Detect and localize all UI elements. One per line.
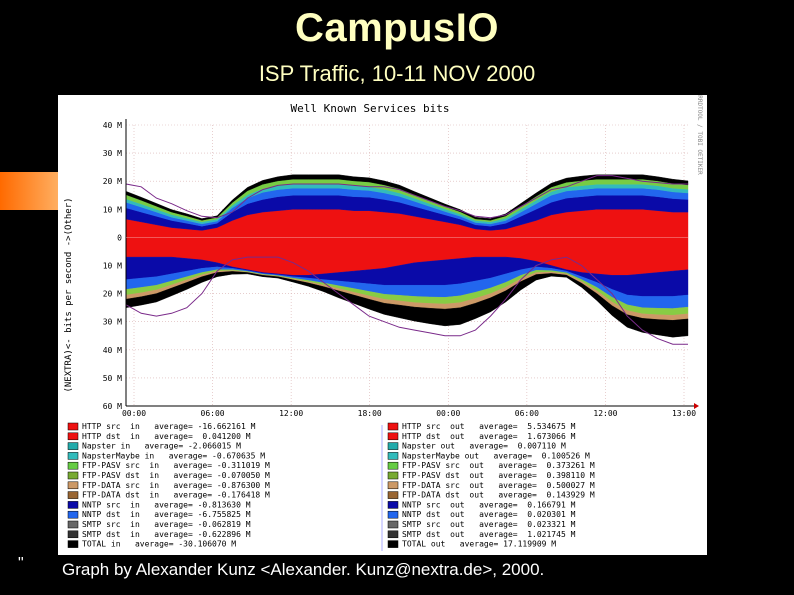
in-legend-swatch <box>67 461 79 470</box>
out-legend-swatch <box>387 501 399 509</box>
rrdtool-credit: RRDTOOL / TOBI OETIKER <box>696 95 703 175</box>
in-legend-label: NNTP src in average= -0.813630 M <box>82 500 251 509</box>
out-legend-swatch <box>387 452 399 460</box>
bullet-mark: " <box>18 555 24 572</box>
out-legend-swatch <box>387 530 399 539</box>
in-legend-label: NNTP dst in average= -6.755825 M <box>82 510 251 519</box>
in-legend-swatch <box>67 510 79 519</box>
out-legend-swatch <box>387 432 399 441</box>
out-legend-swatch <box>387 510 399 519</box>
in-legend-label: Napster in average= -2.066015 M <box>82 442 241 451</box>
out-legend-label: TOTAL out average= 17.119909 M <box>402 540 556 549</box>
y-tick-label: 10 M <box>103 205 122 214</box>
out-legend-swatch <box>387 491 399 499</box>
chart-axes: 40 M 30 M 20 M 10 M 0 10 M 20 M 30 M 40 M 50 M 60 … <box>103 119 699 418</box>
y-tick-label: 50 M <box>103 374 122 383</box>
in-legend-label: NapsterMaybe in average= -0.670635 M <box>82 451 265 460</box>
y-tick-label: 30 M <box>103 318 122 327</box>
out-legend-label: SMTP dst out average= 1.021745 M <box>402 530 576 539</box>
in-legend-label: HTTP src in average= -16.662161 M <box>82 422 256 431</box>
in-legend-swatch <box>67 432 79 441</box>
in-legend-swatch <box>67 501 79 509</box>
in-legend-swatch <box>67 442 79 450</box>
in-area-peak-in <box>125 271 689 338</box>
out-legend-label: SMTP src out average= 0.023321 M <box>402 520 576 529</box>
out-legend-swatch <box>387 461 399 470</box>
out-legend-swatch <box>387 481 399 490</box>
y-tick-label: 20 M <box>103 290 122 299</box>
in-legend-swatch <box>67 452 79 460</box>
in-legend-label: FTP-DATA dst in average= -0.176418 M <box>82 491 270 500</box>
y-tick-label: 0 <box>117 233 122 242</box>
out-legend-swatch <box>387 540 399 548</box>
out-legend-label: Napster out average= 0.007110 M <box>402 442 566 451</box>
out-legend-label: NNTP dst out average= 0.020301 M <box>402 510 576 519</box>
in-legend-swatch <box>67 520 79 529</box>
max-line-out <box>125 175 688 219</box>
x-axis-arrow <box>694 403 699 409</box>
out-legend-label: HTTP dst out average= 1.673066 M <box>402 432 576 441</box>
in-legend-label: HTTP dst in average= 0.041200 M <box>82 432 251 441</box>
y-tick-label: 30 M <box>103 149 122 158</box>
in-legend-swatch <box>67 481 79 490</box>
out-area-peak <box>125 174 689 221</box>
out-legend-label: FTP-PASV dst out average= 0.398110 M <box>402 471 595 480</box>
out-legend-label: FTP-DATA dst out average= 0.143929 M <box>402 491 595 500</box>
y-tick-label: 60 M <box>103 402 122 411</box>
chart-max-lines <box>125 175 688 345</box>
chart-panel: 40 M 30 M 20 M 10 M 0 10 M 20 M 30 M 40 M 50 M 60 … <box>58 95 707 555</box>
x-tick-label: 00:00 <box>436 409 460 418</box>
out-legend-swatch <box>387 442 399 450</box>
x-tick-label: 06:00 <box>515 409 539 418</box>
page-subtitle: ISP Traffic, 10-11 NOV 2000 <box>258 61 536 86</box>
in-legend-label: FTP-PASV dst in average= -0.070050 M <box>82 471 270 480</box>
out-legend-swatch <box>387 520 399 529</box>
in-legend-label: TOTAL in average= -30.106070 M <box>82 540 236 549</box>
out-legend-label: FTP-DATA src out average= 0.500027 M <box>402 481 595 490</box>
in-legend-swatch <box>67 422 79 431</box>
x-tick-label: 13:00 <box>672 409 696 418</box>
out-legend-label: NNTP src out average= 0.166791 M <box>402 500 576 509</box>
graph-credit-caption: Graph by Alexander Kunz <Alexander. Kunz… <box>62 560 545 579</box>
x-tick-label: 12:00 <box>279 409 303 418</box>
x-tick-label: 12:00 <box>593 409 617 418</box>
out-legend-swatch <box>387 471 399 480</box>
y-tick-label: 10 M <box>103 262 122 271</box>
in-legend-label: SMTP dst in average= -0.622896 M <box>82 530 251 539</box>
in-legend-swatch <box>67 491 79 499</box>
x-tick-label: 00:00 <box>122 409 146 418</box>
in-legend-swatch <box>67 471 79 480</box>
chart-areas <box>125 174 689 338</box>
out-legend-swatch <box>387 422 399 431</box>
orange-accent-bar <box>0 172 58 210</box>
in-legend-swatch <box>67 530 79 539</box>
in-legend-label: FTP-PASV src in average= -0.311019 M <box>82 461 270 470</box>
in-legend-label: FTP-DATA src in average= -0.876300 M <box>82 481 270 490</box>
traffic-chart: 40 M 30 M 20 M 10 M 0 10 M 20 M 30 M 40 M 50 M 60 … <box>58 95 707 555</box>
y-tick-label: 40 M <box>103 121 122 130</box>
out-legend-label: HTTP src out average= 5.534675 M <box>402 422 576 431</box>
y-axis-label: (NEXTRA)<- bits per second ->(Other) <box>64 197 74 392</box>
page-title: CampusIO <box>294 6 500 50</box>
x-tick-label: 06:00 <box>201 409 225 418</box>
max-line-in <box>125 256 688 345</box>
chart-title: Well Known Services bits <box>291 102 450 115</box>
x-tick-label: 18:00 <box>358 409 382 418</box>
y-tick-label: 40 M <box>103 346 122 355</box>
in-legend-label: SMTP src in average= -0.062819 M <box>82 520 251 529</box>
out-legend-label: NapsterMaybe out average= 0.100526 M <box>402 451 590 460</box>
in-legend-swatch <box>67 540 79 548</box>
y-tick-label: 20 M <box>103 177 122 186</box>
out-legend-label: FTP-PASV src out average= 0.373261 M <box>402 461 595 470</box>
